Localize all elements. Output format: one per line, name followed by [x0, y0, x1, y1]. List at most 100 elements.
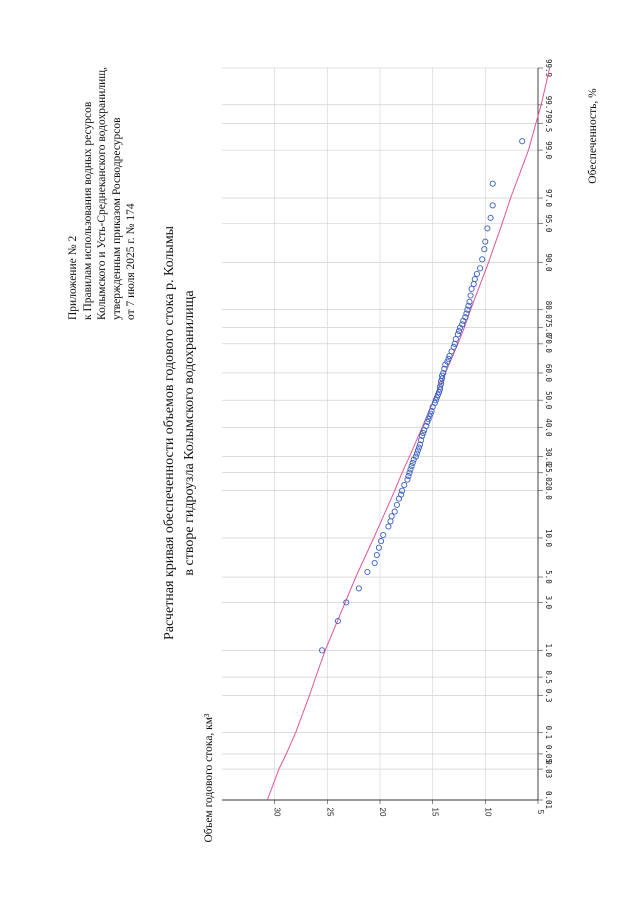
observed-point — [439, 375, 446, 382]
x-tick-label: 70.0 — [544, 335, 553, 354]
x-axis-label: Обеспеченность, % — [587, 88, 599, 184]
x-tick-labels: 0.01 0.030.05 0.1 0.3 0.5 1.0 3.0 5.0 10.0 20.025… — [544, 59, 553, 809]
observed-point — [343, 599, 350, 606]
observed-point — [482, 238, 489, 245]
observed-point — [431, 399, 438, 406]
y-axis-label: Объем годового стока, км³ — [203, 713, 215, 843]
observed-point — [438, 378, 445, 385]
observed-point — [426, 413, 433, 420]
observed-point — [473, 270, 480, 277]
observed-point — [450, 343, 457, 350]
observed-point — [380, 531, 387, 539]
x-tick-label: 75.0 — [544, 319, 553, 338]
observed-point — [410, 456, 417, 463]
observed-point — [355, 585, 362, 592]
x-tick-label: 0.5 — [544, 670, 553, 684]
x-tick-label: 99.0 — [544, 141, 553, 160]
calculated-curve-group — [266, 67, 551, 801]
observed-point — [319, 647, 326, 654]
observed-point — [481, 246, 488, 253]
x-tick-label: 99.9 — [544, 59, 553, 77]
observed-points-group — [319, 138, 526, 654]
observed-point — [484, 225, 491, 232]
observed-point — [436, 383, 444, 390]
observed-point — [477, 265, 484, 272]
observed-point — [401, 481, 408, 489]
observed-point — [388, 513, 395, 520]
x-tick-label: 20.0 — [544, 482, 553, 501]
x-tick-label: 50.0 — [544, 391, 553, 410]
observed-point — [364, 568, 371, 576]
y-tick-label: 5 — [536, 810, 545, 815]
observed-point — [427, 410, 434, 417]
y-tick-label: 10 — [483, 808, 492, 817]
observed-point — [470, 281, 477, 288]
observed-point — [371, 559, 378, 567]
x-tick-label: 0.03 — [544, 760, 553, 778]
observed-point — [519, 138, 526, 145]
y-tick-label: 30 — [273, 808, 282, 817]
observed-point — [414, 447, 421, 454]
x-tick-label: 90.0 — [544, 253, 553, 272]
observed-point — [418, 437, 425, 444]
observed-point — [408, 463, 415, 470]
observed-point — [412, 453, 419, 460]
x-tick-label: 25.0 — [544, 464, 553, 483]
x-tick-label: 0.3 — [544, 689, 553, 703]
observed-point — [413, 450, 420, 457]
x-tick-label: 97.0 — [544, 189, 553, 208]
observed-point — [425, 416, 432, 423]
y-tick-label: 20 — [378, 808, 387, 817]
observed-point — [375, 544, 382, 551]
observed-point — [464, 306, 471, 313]
observed-point — [455, 327, 463, 335]
x-tick-label: 40.0 — [544, 418, 553, 437]
x-tick-label: 0.05 — [544, 745, 553, 763]
x-tick-label: 30.0 — [544, 448, 553, 467]
observed-point — [438, 380, 445, 388]
x-tick-label: 99.5 — [544, 114, 553, 132]
observed-point — [407, 466, 414, 473]
observed-point — [433, 394, 440, 401]
observed-point — [439, 372, 446, 379]
calculated-curve — [266, 67, 551, 801]
observed-point — [428, 407, 435, 415]
x-tick-label: 3.0 — [544, 596, 553, 610]
x-tick-label: 1.0 — [544, 644, 553, 658]
observed-point — [393, 501, 400, 508]
observed-point — [489, 180, 496, 187]
observed-point — [373, 551, 380, 559]
x-tick-label: 5.0 — [544, 570, 553, 584]
observed-point — [434, 391, 441, 398]
observed-point — [462, 314, 469, 321]
x-tick-label: 0.01 — [544, 791, 553, 809]
observed-point — [385, 523, 392, 530]
observed-point — [441, 365, 448, 372]
observed-point — [454, 331, 461, 338]
observed-point — [387, 518, 394, 525]
observed-point — [334, 617, 341, 625]
observed-point — [444, 358, 451, 365]
observed-point — [409, 459, 416, 466]
observed-point — [463, 310, 470, 317]
chart-grid — [222, 67, 543, 804]
observed-point — [419, 432, 426, 439]
observed-point — [391, 508, 398, 515]
observed-point — [406, 469, 413, 476]
observed-point — [415, 444, 423, 451]
observed-point — [423, 422, 430, 430]
observed-point — [445, 355, 452, 362]
observed-point — [459, 321, 466, 328]
x-tick-label: 10.0 — [544, 529, 553, 548]
observed-point — [487, 214, 494, 221]
observed-point — [440, 369, 447, 377]
observed-point — [378, 538, 385, 545]
observed-point — [405, 473, 412, 480]
observed-point — [420, 429, 427, 437]
observed-point — [465, 302, 472, 309]
y-tick-label: 15 — [431, 808, 440, 817]
observed-point — [398, 491, 405, 498]
x-tick-label: 60.0 — [544, 364, 553, 383]
y-tick-labels: 5 10 15 20 25 30 — [273, 808, 545, 817]
y-tick-label: 25 — [325, 808, 334, 817]
